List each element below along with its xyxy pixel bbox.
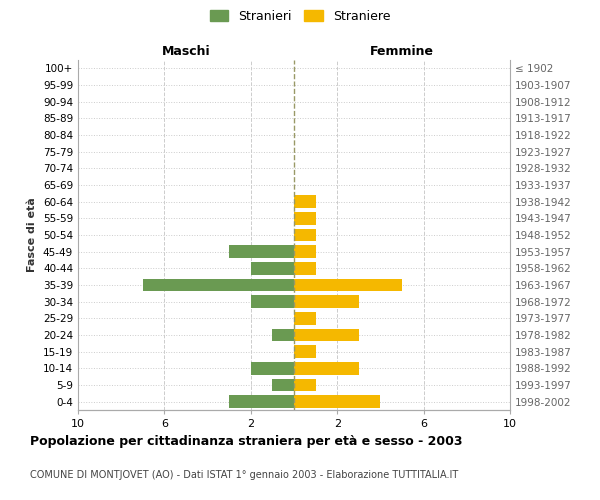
Text: COMUNE DI MONTJOVET (AO) - Dati ISTAT 1° gennaio 2003 - Elaborazione TUTTITALIA.: COMUNE DI MONTJOVET (AO) - Dati ISTAT 1°… bbox=[30, 470, 458, 480]
Bar bbox=[294, 296, 359, 308]
Text: Popolazione per cittadinanza straniera per età e sesso - 2003: Popolazione per cittadinanza straniera p… bbox=[30, 435, 463, 448]
Bar bbox=[294, 262, 316, 274]
Bar bbox=[294, 329, 359, 341]
Text: Maschi: Maschi bbox=[161, 46, 211, 59]
Bar bbox=[251, 296, 294, 308]
Y-axis label: Fasce di età: Fasce di età bbox=[28, 198, 37, 272]
Bar bbox=[294, 396, 380, 408]
Bar bbox=[251, 362, 294, 374]
Bar bbox=[294, 246, 316, 258]
Legend: Stranieri, Straniere: Stranieri, Straniere bbox=[206, 6, 394, 26]
Bar bbox=[294, 196, 316, 208]
Bar bbox=[229, 396, 294, 408]
Bar bbox=[294, 346, 316, 358]
Bar bbox=[143, 279, 294, 291]
Bar bbox=[294, 379, 316, 391]
Bar bbox=[294, 312, 316, 324]
Text: Femmine: Femmine bbox=[370, 46, 434, 59]
Bar bbox=[294, 229, 316, 241]
Bar bbox=[251, 262, 294, 274]
Bar bbox=[229, 246, 294, 258]
Bar bbox=[294, 279, 402, 291]
Bar bbox=[294, 212, 316, 224]
Bar bbox=[272, 329, 294, 341]
Bar bbox=[294, 362, 359, 374]
Bar bbox=[272, 379, 294, 391]
